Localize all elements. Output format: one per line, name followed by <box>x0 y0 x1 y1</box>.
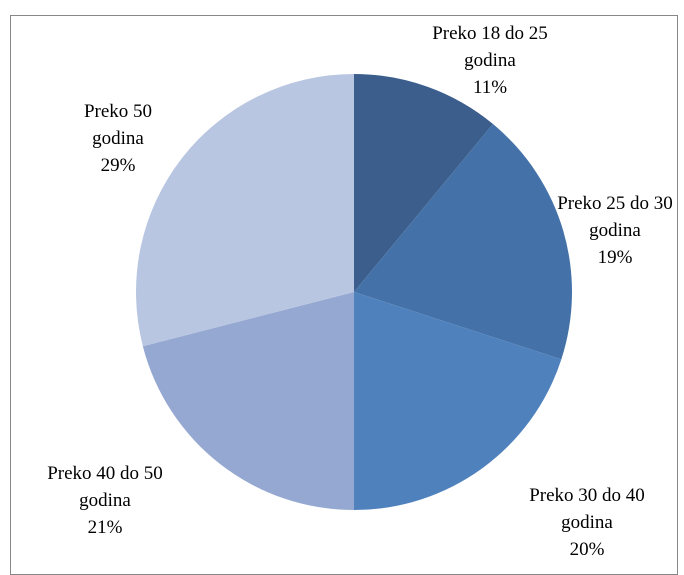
pie-slice <box>136 74 354 347</box>
slice-label: Preko 30 do 40 godina 20% <box>522 482 652 563</box>
category-label: Preko 40 do 50 godina <box>47 463 163 511</box>
value-label: 19% <box>597 247 633 268</box>
slice-label: Preko 25 do 30 godina 19% <box>550 190 680 271</box>
pie-slice <box>354 124 572 360</box>
slice-label: Preko 18 do 25 godina 11% <box>425 20 555 101</box>
value-label: 29% <box>100 155 136 176</box>
category-label: Preko 18 do 25 godina <box>432 23 548 71</box>
pie-slice <box>354 74 493 292</box>
slice-label: Preko 50 godina 29% <box>68 98 168 179</box>
value-label: 20% <box>569 539 605 560</box>
pie-slice <box>142 292 354 510</box>
value-label: 11% <box>472 77 508 98</box>
category-label: Preko 25 do 30 godina <box>557 193 673 241</box>
category-label: Preko 50 godina <box>83 101 153 149</box>
pie-slice <box>354 292 562 510</box>
value-label: 21% <box>87 517 123 538</box>
category-label: Preko 30 do 40 godina <box>529 485 645 533</box>
slice-label: Preko 40 do 50 godina 21% <box>40 460 170 541</box>
